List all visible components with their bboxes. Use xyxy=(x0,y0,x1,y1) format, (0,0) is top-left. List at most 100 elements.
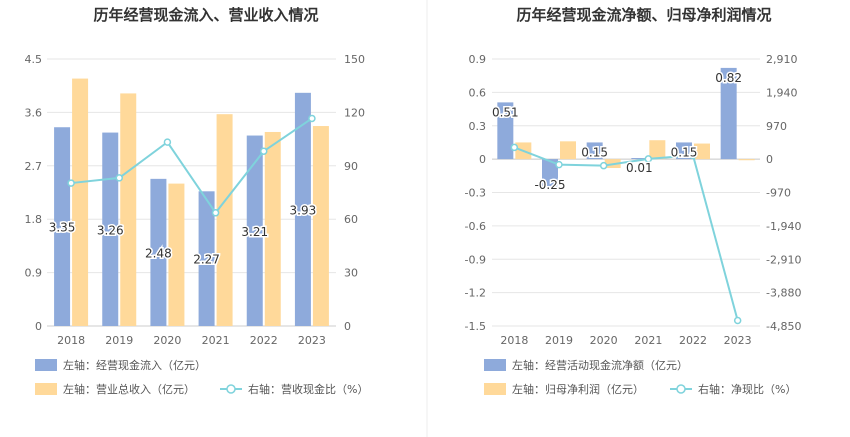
x-tick-label: 2022 xyxy=(679,334,707,347)
x-tick-label: 2020 xyxy=(590,334,618,347)
x-tick-label: 2018 xyxy=(500,334,528,347)
bar xyxy=(694,143,710,160)
legend-label: 右轴：营收现金比（%） xyxy=(248,382,368,396)
x-tick-label: 2023 xyxy=(724,334,752,347)
data-label: 0.82 xyxy=(715,71,742,85)
legend-swatch xyxy=(484,383,506,395)
line-point xyxy=(599,161,608,170)
y-right-tick-label: 1,940 xyxy=(766,86,798,99)
y-right-tick-label: -3,880 xyxy=(766,287,801,300)
x-tick-label: 2023 xyxy=(298,334,326,347)
y-right-tick-label: 2,910 xyxy=(766,53,798,66)
y-left-tick-label: -1.5 xyxy=(465,320,486,333)
y-left-tick-label: 0 xyxy=(479,153,486,166)
chart-title: 历年经营现金流入、营业收入情况 xyxy=(93,6,318,24)
y-left-tick-label: 0.9 xyxy=(25,267,43,280)
series-line xyxy=(513,146,739,321)
bar xyxy=(150,178,167,326)
y-right-tick-label: -2,910 xyxy=(766,253,801,266)
x-tick-label: 2021 xyxy=(634,334,662,347)
y-left-tick-label: -0.9 xyxy=(465,253,486,266)
y-right-tick-label: 60 xyxy=(344,213,358,226)
bar xyxy=(198,191,215,326)
bar xyxy=(216,114,233,327)
line-point xyxy=(211,209,220,217)
y-right-tick-label: 150 xyxy=(344,53,365,66)
data-label: 0.15 xyxy=(581,145,608,159)
bar xyxy=(54,127,71,326)
bar xyxy=(560,141,576,160)
chart-title: 历年经营现金流净额、归母净利润情况 xyxy=(516,6,771,24)
data-label: 3.35 xyxy=(49,221,76,235)
bar xyxy=(738,159,755,161)
line-point xyxy=(67,179,75,187)
legend-swatch xyxy=(35,383,57,395)
y-right-tick-label: 90 xyxy=(344,160,358,173)
y-left-tick-label: 3.6 xyxy=(25,106,43,119)
legend-swatch xyxy=(484,359,506,371)
y-left-tick-label: 1.8 xyxy=(25,213,43,226)
legend-label: 左轴：经营活动现金流净额（亿元） xyxy=(512,358,688,372)
y-right-tick-label: -4,850 xyxy=(766,320,801,333)
line-point xyxy=(163,138,172,146)
y-left-tick-label: -0.3 xyxy=(465,187,486,200)
y-right-tick-label: 0 xyxy=(766,153,773,166)
bar xyxy=(542,159,558,187)
legend-swatch xyxy=(35,359,57,371)
y-right-tick-label: 30 xyxy=(344,267,358,280)
series-line xyxy=(70,117,313,215)
x-tick-label: 2019 xyxy=(105,334,133,347)
y-left-tick-label: -1.2 xyxy=(465,287,486,300)
y-right-tick-label: -970 xyxy=(766,187,791,200)
y-left-tick-label: 0.9 xyxy=(469,53,487,66)
line-point xyxy=(115,174,123,182)
bar xyxy=(120,93,137,326)
legend-label: 左轴：营业总收入（亿元） xyxy=(63,382,195,396)
bar xyxy=(294,92,311,326)
y-left-tick-label: 0.6 xyxy=(469,86,487,99)
net-cashflow-profit-chart: 历年经营现金流净额、归母净利润情况 -1.5 -1.2 -0.9 -0.6 -0.3 0 0.… xyxy=(465,6,802,396)
y-left-tick-label: 0.3 xyxy=(469,120,487,133)
x-tick-label: 2019 xyxy=(545,334,573,347)
legend-label: 左轴：经营现金流入（亿元） xyxy=(63,358,206,372)
bar xyxy=(168,183,185,326)
data-label: 2.27 xyxy=(193,253,220,267)
legend-label: 左轴：归母净利润（亿元） xyxy=(512,382,644,396)
x-tick-label: 2018 xyxy=(57,334,85,347)
data-label: 0.51 xyxy=(492,105,519,119)
bar xyxy=(102,132,119,326)
bar xyxy=(246,135,263,326)
legend-swatch-marker xyxy=(226,384,236,394)
line-point xyxy=(733,316,742,325)
data-label: 3.26 xyxy=(97,223,124,237)
line-point xyxy=(555,160,563,169)
y-right-tick-label: 120 xyxy=(344,106,365,119)
bar xyxy=(497,102,514,160)
y-left-tick-label: -0.6 xyxy=(465,220,486,233)
data-label: 3.21 xyxy=(241,225,268,239)
bar xyxy=(720,67,737,160)
data-label: 2.48 xyxy=(145,246,172,260)
line-point xyxy=(308,114,316,123)
data-label: -0.25 xyxy=(534,178,565,192)
x-tick-label: 2022 xyxy=(250,334,278,347)
bar xyxy=(631,158,648,160)
line-point xyxy=(260,147,268,155)
legend-label: 右轴：净现比（%） xyxy=(698,382,796,396)
legend-swatch-marker xyxy=(676,384,686,394)
y-right-tick-label: 970 xyxy=(766,120,787,133)
bar xyxy=(586,142,603,160)
y-right-tick-label: -1,940 xyxy=(766,220,801,233)
x-tick-label: 2020 xyxy=(153,334,181,347)
bar xyxy=(264,131,281,326)
data-label: 0.15 xyxy=(671,145,698,159)
data-label: 0.01 xyxy=(626,161,653,175)
line-point xyxy=(644,155,653,163)
y-left-tick-label: 2.7 xyxy=(25,160,43,173)
x-tick-label: 2021 xyxy=(202,334,230,347)
bar xyxy=(312,126,329,327)
cash-inflow-revenue-chart: 历年经营现金流入、营业收入情况 0 0.9 1.8 2.7 3.6 4.5 0 30 60 90 12… xyxy=(25,6,369,396)
bar xyxy=(649,140,666,160)
data-label: 3.93 xyxy=(290,203,317,217)
